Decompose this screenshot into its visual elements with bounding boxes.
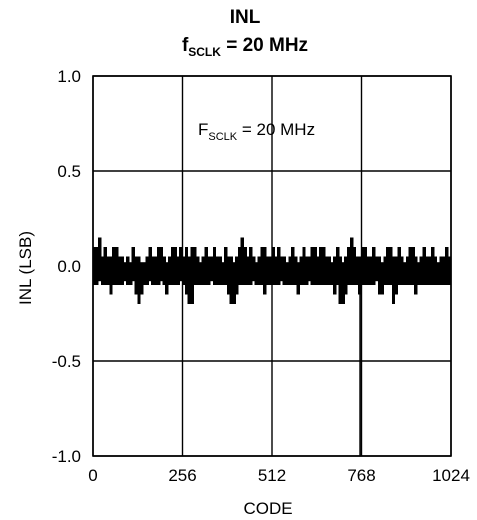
chart-title: INL — [230, 7, 261, 28]
chart-subtitle: fSCLK = 20 MHz — [182, 35, 308, 59]
chart-title-line1: INL — [230, 7, 261, 28]
y-tick-label: -0.5 — [52, 352, 81, 371]
x-tick-labels: 0 256 512 768 1024 — [88, 466, 470, 485]
chart-subtitle-rest: = 20 MHz — [221, 35, 308, 56]
x-tick-label: 768 — [347, 466, 375, 485]
y-tick-label: 0.5 — [57, 162, 81, 181]
y-tick-labels: 1.0 0.5 0.0 -0.5 -1.0 — [52, 67, 81, 466]
inl-core-band — [93, 262, 451, 282]
x-tick-label: 1024 — [432, 466, 470, 485]
y-tick-label: 1.0 — [57, 67, 81, 86]
x-tick-label: 256 — [168, 466, 196, 485]
plot-frame — [92, 75, 452, 457]
y-tick-label: -1.0 — [52, 447, 81, 466]
annotation-main: F — [198, 120, 208, 139]
x-tick-label: 0 — [88, 466, 97, 485]
x-axis-label: CODE — [243, 499, 292, 518]
chart-subtitle-main: f — [182, 35, 189, 56]
annotation: FSCLK = 20 MHz — [198, 120, 315, 143]
y-tick-label: 0.0 — [57, 257, 81, 276]
y-axis-label: INL (LSB) — [16, 231, 35, 305]
annotation-sub: SCLK — [208, 131, 237, 143]
series-group — [92, 237, 452, 456]
annotation-rest: = 20 MHz — [237, 120, 315, 139]
chart-subtitle-sub: SCLK — [188, 45, 221, 59]
x-tick-label: 512 — [258, 466, 286, 485]
